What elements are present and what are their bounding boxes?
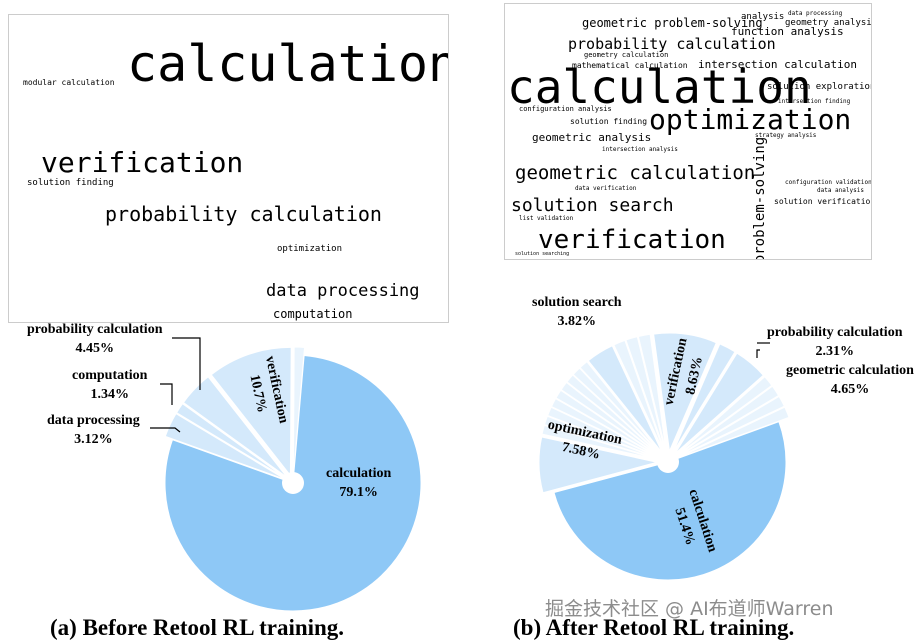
pie-center-hole [657, 451, 679, 473]
pie-slice [613, 339, 665, 453]
pie-slice [676, 385, 780, 457]
slice-label: probability calculation [767, 325, 903, 340]
slice-label: probability calculation [27, 322, 163, 337]
watermark: 掘金技术社区 @ AI布道师Warren [545, 598, 834, 620]
label-probability: probability calculation 2.31% [767, 324, 902, 362]
pie-slice-solution-search [587, 345, 663, 453]
pie-slice [637, 333, 667, 452]
leader-line [150, 427, 181, 433]
pie-center-hole [282, 472, 304, 494]
slice-pct: 3.12% [74, 431, 113, 447]
word: configuration analysis [519, 105, 612, 113]
word: calculation [127, 35, 449, 93]
word: geometric analysis [532, 131, 652, 144]
pie-slice-geometric-calculation [674, 352, 765, 454]
pie-slice [555, 389, 659, 457]
pie-slice [579, 361, 662, 455]
word: geometry calculation [584, 51, 669, 59]
word: function analysis [731, 25, 844, 38]
word: intersection analysis [602, 146, 678, 153]
slice-label: geometric calculation [786, 363, 914, 378]
word: intersection calculation [698, 58, 857, 71]
word: geometric problem-solving [582, 16, 763, 30]
slice-label: data processing [47, 413, 140, 428]
word: solution search [511, 195, 674, 216]
word: optimization [277, 244, 343, 254]
word: computation [273, 307, 353, 321]
pie-slice [292, 346, 306, 476]
word: optimization [649, 103, 852, 136]
word: solution verification [774, 197, 872, 206]
label-geometric: geometric calculation 4.65% [786, 362, 914, 400]
word: geometry analysis [785, 18, 872, 28]
word: data processing [788, 10, 843, 17]
wordcloud-before: calculation modular calculation verifica… [8, 14, 449, 323]
label-data-processing: data processing 3.12% [47, 412, 140, 450]
slice-pct: 3.82% [557, 313, 597, 329]
caption-after: (b) After Retool RL training. [513, 615, 795, 640]
word: modular calculation [23, 78, 115, 87]
slice-label: solution search [532, 295, 622, 310]
pie-slice [550, 397, 659, 458]
word: probability calculation [568, 35, 776, 53]
pie-slice-data-processing [164, 412, 287, 481]
word: verification [41, 146, 244, 179]
word: solution searching [515, 251, 570, 257]
pie-slice [543, 415, 658, 459]
slice-label: computation [72, 368, 148, 383]
word: verification [538, 225, 726, 255]
leader-line [756, 349, 760, 358]
pie-slice [676, 376, 773, 456]
slice-pct: 2.31% [815, 343, 854, 359]
pie-slice [625, 336, 666, 452]
pie-slice [566, 374, 660, 456]
slice-pct: 79.1% [339, 484, 378, 500]
pie-slice [677, 395, 785, 458]
pie-slice-probability-calculation [182, 376, 288, 478]
word: data analysis [817, 187, 864, 194]
word: mathematical calculation [572, 61, 688, 70]
pie-slice [547, 406, 659, 459]
label-calculation: calculation 79.1% [326, 465, 391, 503]
pie-slice-calculation [553, 421, 787, 581]
word: solution finding [570, 117, 648, 126]
leader-line [172, 337, 201, 390]
pie-slice-verification [210, 346, 292, 477]
word: solution finding [27, 178, 114, 188]
word: intersection finding [778, 98, 851, 105]
wordcloud-after: calculation optimization probability cal… [504, 3, 872, 260]
slice-pct: 4.65% [830, 381, 870, 397]
caption-before: (a) Before Retool RL training. [50, 615, 345, 640]
pie-slice-verification [653, 332, 717, 453]
pie-slice [677, 406, 790, 459]
pie-slice [541, 424, 658, 460]
pie-slice [572, 367, 661, 455]
slice-pct: 1.34% [90, 386, 129, 402]
word: list validation [519, 215, 574, 222]
label-computation: computation 1.34% [72, 367, 147, 405]
slice-label: calculation [326, 466, 392, 481]
word: analysis [741, 12, 785, 22]
pie-slice [560, 381, 660, 456]
label-probability: probability calculation 4.45% [27, 321, 162, 359]
word: strategy analysis [755, 132, 817, 139]
pie-slice-computation [175, 402, 287, 480]
label-solution-search: solution search 3.82% [532, 294, 622, 332]
pie-slice-probability-calculation [672, 343, 736, 453]
pie-slice-optimization [538, 436, 658, 494]
word: calculation [507, 60, 812, 114]
word: solution exploration [767, 82, 872, 92]
word: geometric calculation [515, 162, 756, 184]
leader-line [160, 383, 173, 405]
word: data verification [575, 185, 637, 192]
word: probability calculation [105, 202, 382, 226]
slice-pct: 4.45% [75, 340, 114, 356]
word: configuration validation [785, 179, 872, 186]
word: data processing [266, 281, 420, 301]
